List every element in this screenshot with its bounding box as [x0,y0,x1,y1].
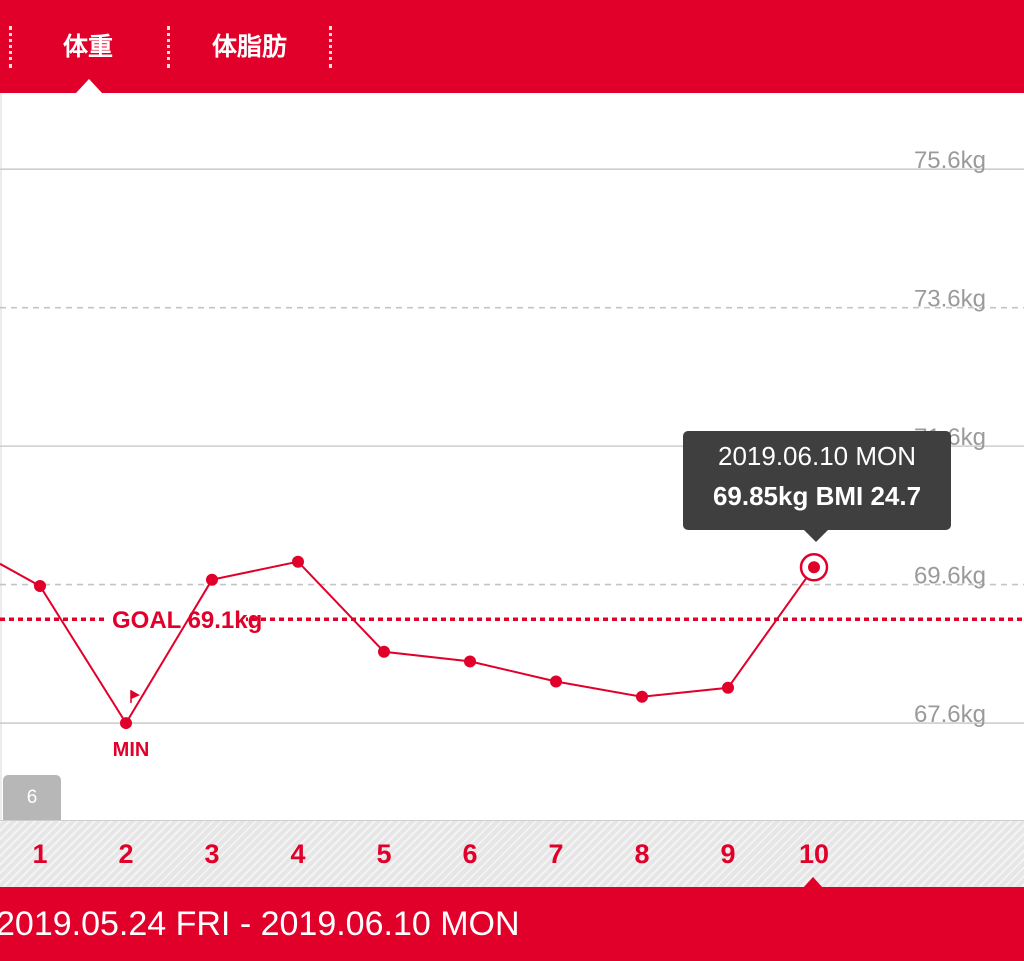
data-point [206,573,218,586]
data-point [34,579,46,592]
weight-series-line [0,560,815,726]
y-tick-label: 75.6kg [914,147,986,174]
day-label[interactable]: 3 [204,839,220,869]
day-label[interactable]: 7 [548,839,564,869]
data-point [722,681,734,694]
tab-separator [329,26,332,68]
tooltip-detail: 69.85kg BMI 24.7 [712,481,922,511]
date-range-bar: 2019.05.24 FRI - 2019.06.10 MON [0,887,1024,961]
day-label[interactable]: 10 [798,839,830,869]
data-point [378,645,390,658]
month-tab[interactable]: 6 [3,775,61,820]
tab-separator [167,26,170,68]
tab-body-fat[interactable]: 体脂肪 [212,33,288,61]
day-label[interactable]: 5 [376,839,392,869]
data-point [550,675,562,688]
active-tab-pointer [76,79,102,93]
y-tick-label: 69.6kg [914,563,986,590]
day-label[interactable]: 4 [290,839,306,869]
tooltip-date: 2019.06.10 MON [717,441,916,471]
day-selector-strip: 1 2 3 4 5 6 7 8 9 10 [0,820,1024,888]
day-label[interactable]: 2 [118,839,134,869]
date-range-label: 2019.05.24 FRI - 2019.06.10 MON [0,905,520,943]
min-flag-icon [131,690,140,700]
tab-separator [9,26,12,68]
day-label[interactable]: 1 [32,839,48,869]
data-point [636,690,648,703]
y-tick-label: 73.6kg [914,286,986,313]
y-tick-label: 67.6kg [914,701,986,728]
selected-point-tooltip: 2019.06.10 MON 69.85kg BMI 24.7 [683,431,951,542]
selected-day-pointer [803,877,823,888]
day-label[interactable]: 8 [634,839,650,869]
min-label: MIN [113,739,150,761]
data-point [292,555,304,568]
day-label[interactable]: 6 [462,839,478,869]
goal-label-background [106,605,246,634]
top-tab-bar: 体重 体脂肪 [0,0,1024,93]
tooltip-arrow [804,530,828,542]
data-point [120,717,132,730]
tab-weight[interactable]: 体重 [63,33,114,61]
day-label[interactable]: 9 [720,839,736,869]
data-point [464,655,476,668]
data-point [808,561,820,574]
